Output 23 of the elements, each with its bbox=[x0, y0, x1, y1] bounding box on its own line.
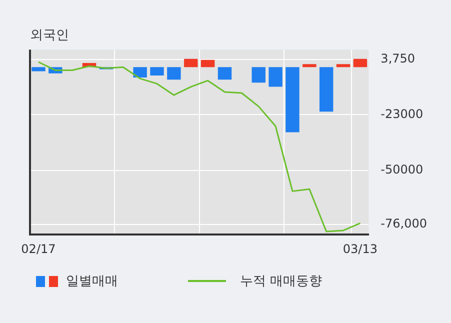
x-tick-label: 02/17 bbox=[21, 242, 56, 256]
legend-label: 누적 매매동향 bbox=[240, 273, 322, 290]
bar bbox=[353, 58, 368, 68]
bar bbox=[336, 64, 350, 68]
bar bbox=[252, 67, 266, 83]
y-tick-label: -76,000 bbox=[380, 216, 428, 230]
legend-label: 일별매매 bbox=[66, 273, 118, 290]
bar bbox=[302, 64, 316, 68]
bar bbox=[286, 67, 300, 132]
bar bbox=[32, 67, 46, 72]
y-tick-label: 3,750 bbox=[380, 52, 416, 66]
y-tick-label: -50000 bbox=[380, 162, 424, 177]
bar bbox=[268, 67, 282, 87]
y-tick-label: -23000 bbox=[380, 106, 424, 121]
bar bbox=[133, 67, 147, 78]
bar bbox=[200, 60, 215, 68]
x-tick-label: 03/13 bbox=[342, 242, 378, 256]
chart-title: 외국인 bbox=[30, 28, 69, 44]
bar bbox=[167, 67, 181, 80]
bar bbox=[218, 67, 232, 80]
bar bbox=[150, 67, 164, 76]
bar bbox=[319, 67, 334, 112]
bar bbox=[184, 58, 198, 68]
